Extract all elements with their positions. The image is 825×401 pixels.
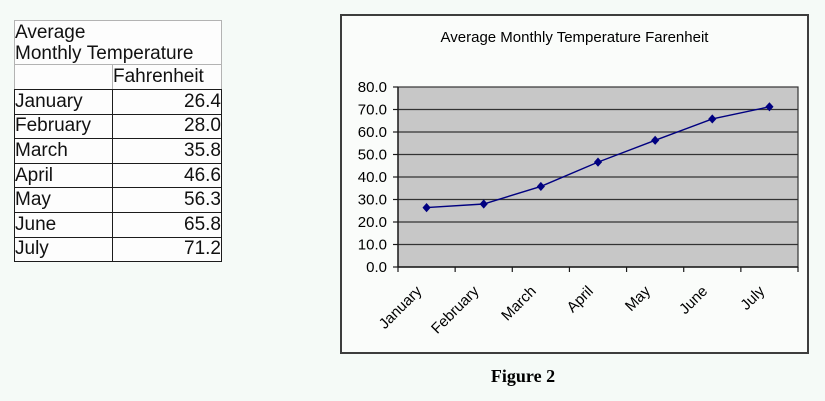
data-point-marker [651,135,660,145]
month-cell: January [14,89,112,115]
y-axis-tick-label: 20.0 [358,214,387,231]
value-cell: 28.0 [112,114,222,140]
y-axis-tick-label: 10.0 [358,237,387,254]
temperature-table: Average Monthly Temperature Fahrenheit J… [14,20,222,263]
chart-title: Average Monthly Temperature Farenheit [440,29,709,46]
table-row: January 26.4 [14,89,222,115]
data-point-marker [765,102,774,112]
month-cell: June [14,212,112,238]
month-cell: March [14,139,112,164]
table-row: March 35.8 [14,139,222,164]
x-axis-label: April [564,283,597,316]
month-cell: July [14,237,112,263]
y-axis-tick-label: 30.0 [358,192,387,209]
chart: Average Monthly Temperature Farenheit 0.… [340,14,809,354]
table-row: June 65.8 [14,212,222,238]
table-column-header: Fahrenheit [112,65,222,89]
x-axis-label: June [676,283,711,318]
table-title-row: Average Monthly Temperature [14,20,222,65]
value-cell: 71.2 [112,237,222,263]
month-cell: April [14,163,112,189]
y-axis-tick-label: 70.0 [358,102,387,119]
data-point-marker [593,157,603,167]
table-blank-cell [14,65,112,89]
y-axis-tick-label: 60.0 [358,124,387,141]
value-cell: 56.3 [112,188,222,213]
value-cell: 46.6 [112,163,222,189]
figure-caption: Figure 2 [490,366,556,386]
value-cell: 26.4 [112,89,222,115]
month-cell: February [14,114,112,140]
data-point-marker [708,114,717,124]
x-axis-label: February [428,282,483,337]
x-axis-label: January [376,282,426,332]
table-row: April 46.6 [14,163,222,189]
table-title: Average Monthly Temperature [14,20,222,65]
y-axis-tick-label: 80.0 [358,79,387,96]
table-row: February 28.0 [14,114,222,140]
month-cell: May [14,188,112,213]
chart-plot: 0.0 10.0 20.0 30.0 40.0 50.0 60.0 70.0 80.0 Janua… [358,79,799,337]
data-point-marker [479,199,488,209]
value-cell: 35.8 [112,139,222,164]
y-axis-tick-label: 0.0 [366,259,387,276]
y-axis-tick-label: 50.0 [358,147,387,164]
x-axis-label: March [498,283,539,324]
value-cell: 65.8 [112,212,222,238]
x-axis-label: July [737,282,768,313]
table-row: July 71.2 [14,237,222,263]
table-header-row: Fahrenheit [14,65,222,89]
x-axis-label: May [622,282,654,314]
table-row: May 56.3 [14,188,222,213]
y-axis-tick-label: 40.0 [358,169,387,186]
